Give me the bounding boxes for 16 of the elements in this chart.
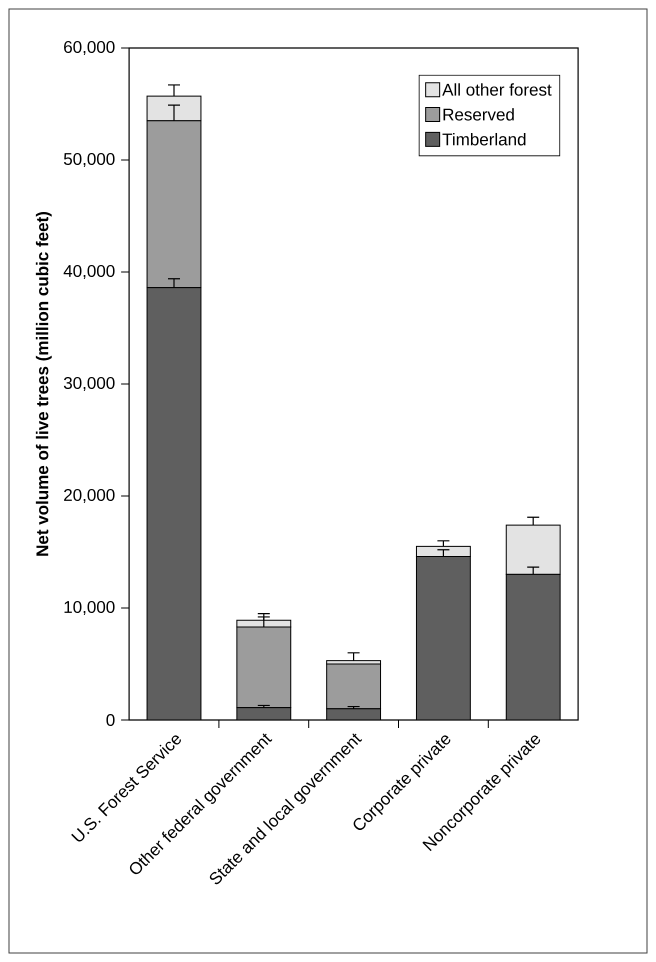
y-tick-label: 0: [106, 714, 115, 726]
y-tick-label: 10,000: [64, 600, 115, 616]
legend-label: All other forest: [442, 83, 552, 96]
y-tick-label: 50,000: [64, 152, 115, 168]
bar: [146, 287, 202, 720]
y-axis-title: Net volume of live trees (million cubic feet): [36, 212, 52, 556]
y-tick-label: 20,000: [64, 488, 115, 504]
bar: [326, 663, 382, 710]
legend-label: Reserved: [444, 108, 514, 121]
y-tick-label: 30,000: [64, 376, 115, 392]
bar: [416, 556, 471, 720]
y-tick-label: 60,000: [64, 40, 115, 56]
bar: [236, 708, 291, 720]
bar: [506, 574, 561, 720]
legend-label: Timberland: [442, 132, 526, 146]
y-tick-label: 40,000: [64, 264, 115, 280]
